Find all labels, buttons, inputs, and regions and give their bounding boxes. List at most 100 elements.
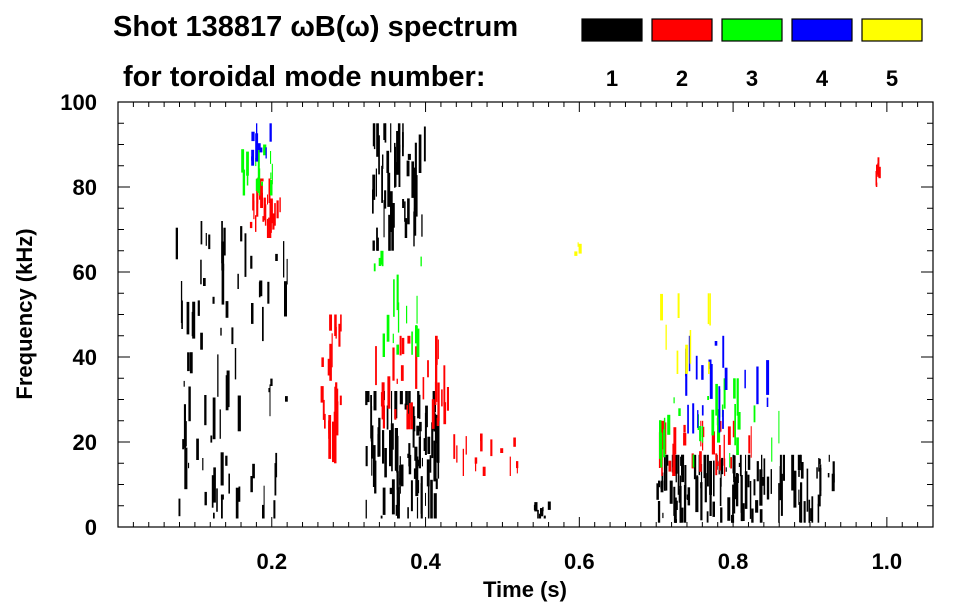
spectrum-streak bbox=[246, 151, 249, 176]
spectrum-streak bbox=[391, 442, 393, 472]
x-tick-label: 1.0 bbox=[872, 549, 903, 574]
spectrum-streak bbox=[677, 454, 680, 495]
spectrum-streak bbox=[382, 333, 385, 357]
spectrum-streak bbox=[255, 157, 257, 167]
spectrum-streak bbox=[394, 391, 398, 419]
spectrum-streak bbox=[425, 405, 428, 428]
spectrum-streak bbox=[675, 519, 677, 523]
spectrum-streak bbox=[429, 455, 432, 473]
spectrum-streak bbox=[256, 123, 258, 143]
spectrum-streak bbox=[396, 131, 399, 175]
spectrum-streak bbox=[252, 463, 255, 479]
spectrum-streak bbox=[658, 480, 661, 488]
spectrum-streak bbox=[720, 507, 723, 523]
spectrum-streak bbox=[779, 454, 782, 485]
spectrum-streak bbox=[734, 487, 738, 496]
spectrum-streak bbox=[184, 421, 187, 447]
spectrum-streak bbox=[262, 216, 265, 222]
legend-label-mode-3: 3 bbox=[746, 66, 758, 91]
spectrum-streak bbox=[703, 454, 707, 479]
spectrum-streak bbox=[751, 508, 754, 523]
spectrum-streak bbox=[203, 278, 206, 286]
spectrum-streak bbox=[252, 193, 255, 211]
x-tick-label: 0.8 bbox=[718, 549, 749, 574]
spectrum-streak bbox=[756, 366, 759, 405]
spectrum-streak bbox=[793, 470, 797, 508]
spectrum-streak bbox=[263, 485, 265, 519]
spectrum-streak bbox=[516, 466, 518, 474]
spectrum-streak bbox=[269, 384, 271, 417]
spectrum-streak bbox=[706, 511, 709, 523]
spectrum-streak bbox=[665, 324, 667, 350]
spectrum-streak bbox=[701, 405, 704, 416]
spectrum-streak bbox=[417, 391, 420, 419]
spectrum-streak bbox=[414, 142, 417, 187]
spectrum-streak bbox=[406, 305, 408, 324]
spectrum-streak bbox=[771, 437, 773, 462]
spectrum-streak bbox=[688, 335, 691, 372]
spectrum-streak bbox=[228, 473, 230, 494]
mode-1-region bbox=[656, 454, 835, 523]
chart-title-line-2: for toroidal mode number: bbox=[123, 61, 486, 93]
spectrum-streak bbox=[340, 314, 342, 332]
spectrum-streak bbox=[423, 438, 427, 451]
spectrum-streak bbox=[407, 335, 411, 344]
spectrum-streak bbox=[729, 453, 731, 468]
spectrum-streak bbox=[534, 502, 538, 512]
spectrum-streak bbox=[382, 430, 385, 464]
spectrum-streak bbox=[425, 492, 426, 506]
spectrum-streak bbox=[216, 488, 218, 512]
mode-2-region bbox=[375, 335, 449, 430]
spectrum-streak bbox=[286, 258, 288, 285]
spectrum-streak bbox=[465, 436, 467, 455]
spectrum-streak bbox=[730, 457, 732, 469]
legend-swatch-mode-2 bbox=[651, 18, 713, 42]
spectrum-streak bbox=[480, 433, 483, 452]
spectrum-streak bbox=[680, 456, 682, 466]
spectrum-streak bbox=[255, 178, 258, 191]
spectrum-streak bbox=[704, 473, 707, 503]
spectrum-streak bbox=[763, 458, 766, 495]
spectrum-streak bbox=[722, 409, 724, 429]
spectrum-streak bbox=[875, 171, 878, 186]
spectrum-streak bbox=[689, 330, 692, 364]
spectrum-streak bbox=[759, 469, 763, 506]
spectrum-streak bbox=[285, 396, 288, 402]
spectrum-streak bbox=[375, 168, 377, 197]
spectrum-streak bbox=[331, 333, 333, 368]
spectrum-streak bbox=[320, 386, 324, 403]
spectrum-streak bbox=[426, 459, 430, 487]
spectrum-streak bbox=[701, 365, 704, 380]
spectrum-streak bbox=[819, 467, 822, 497]
spectrum-streak bbox=[660, 293, 663, 321]
spectrum-streak bbox=[747, 474, 750, 488]
spectrum-streak bbox=[692, 403, 695, 434]
spectrum-streak bbox=[240, 226, 243, 242]
spectrum-streak bbox=[208, 234, 211, 250]
spectrum-streak bbox=[798, 470, 800, 477]
axis-ticks bbox=[117, 101, 934, 528]
spectrum-streak bbox=[413, 468, 416, 479]
spectrum-streak bbox=[418, 436, 421, 469]
spectrum-streak bbox=[404, 403, 407, 410]
spectrum-streak bbox=[404, 218, 408, 238]
spectrum-streak bbox=[721, 457, 724, 475]
spectrum-streak bbox=[192, 301, 196, 339]
spectrum-streak bbox=[875, 182, 878, 187]
spectrum-streak bbox=[265, 147, 267, 159]
spectrum-streak bbox=[365, 391, 368, 406]
mode-5-region bbox=[574, 242, 582, 256]
mode-2-region bbox=[320, 314, 342, 464]
spectrum-streak bbox=[401, 464, 404, 487]
plot-frame bbox=[117, 101, 934, 528]
spectrum-streak bbox=[260, 178, 264, 182]
spectrum-streak bbox=[431, 399, 435, 429]
spectrum-streak bbox=[709, 364, 713, 399]
spectrum-streak bbox=[778, 483, 780, 523]
spectrum-streak bbox=[404, 201, 406, 222]
spectrum-streak bbox=[663, 417, 666, 452]
spectrum-streak bbox=[720, 421, 722, 432]
spectrum-streak bbox=[435, 478, 438, 490]
spectrum-streak bbox=[255, 133, 259, 162]
spectrum-streak bbox=[687, 487, 691, 506]
